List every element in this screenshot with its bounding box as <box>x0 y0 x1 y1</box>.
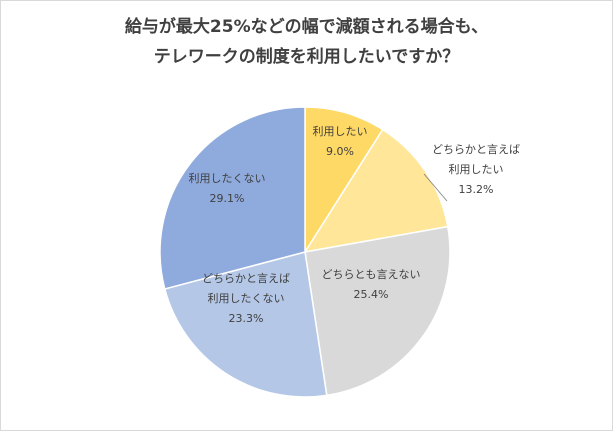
slice-label-1: 利用したい 9.0% <box>313 125 368 158</box>
pie-slice-1 <box>304 106 384 255</box>
slice-value-label: 25.4% <box>354 288 389 301</box>
chart-title-line-2: テレワークの制度を利用したいですか？ <box>153 47 460 67</box>
slice-category-label: 利用したくない <box>189 172 266 185</box>
pie-slice-4 <box>163 251 328 398</box>
slice-value-label: 13.2% <box>459 183 494 196</box>
pie-slice-2 <box>303 128 449 254</box>
slice-category-label: どちらかと言えば <box>432 143 520 156</box>
slice-category-label: どちらかと言えば <box>202 272 290 285</box>
slice-labels: 利用したい 9.0% どちらかと言えば利用したい 13.2%どちらとも言えない 25.4… <box>189 125 521 325</box>
chart-title: 給与が最大25%などの幅で減額される場合も、 テレワークの制度を利用したいですか… <box>0 12 613 72</box>
leader-lines <box>423 173 448 202</box>
slice-value-label: 9.0% <box>326 145 354 158</box>
slice-category-label: どちらとも言えない <box>322 268 421 281</box>
slice-category-label: 利用したい <box>313 125 368 138</box>
pie-slices <box>159 106 451 398</box>
pie-slice-3 <box>304 225 451 397</box>
chart-title-line-1: 給与が最大25%などの幅で減額される場合も、 <box>124 17 489 37</box>
slice-category-label: 利用したい <box>449 163 504 176</box>
slice-label-2: どちらかと言えば利用したい 13.2% <box>432 143 520 196</box>
pie-slice-5 <box>159 106 306 290</box>
leader-line-2 <box>423 173 448 202</box>
slice-value-label: 23.3% <box>229 312 264 325</box>
slice-label-3: どちらとも言えない 25.4% <box>322 268 421 301</box>
slice-value-label: 29.1% <box>210 192 245 205</box>
slice-label-4: どちらかと言えば利用したくない 23.3% <box>202 272 290 325</box>
slice-category-label: 利用したくない <box>208 292 285 305</box>
slice-label-5: 利用したくない 29.1% <box>189 172 266 205</box>
